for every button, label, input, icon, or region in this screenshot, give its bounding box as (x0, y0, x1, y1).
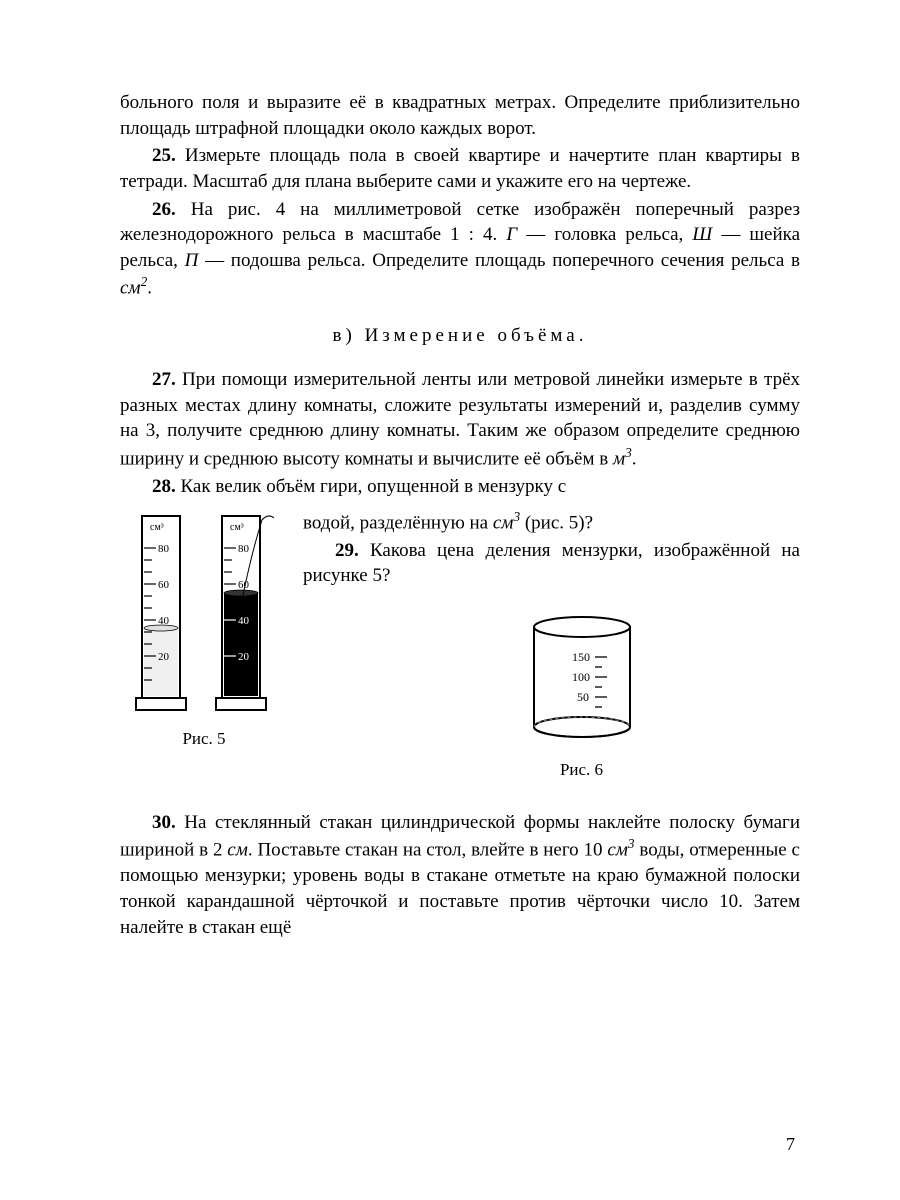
svg-text:см³: см³ (230, 522, 244, 533)
problem-26: 26. На рис. 4 на миллиметровой сетке изо… (120, 197, 800, 302)
svg-text:60: 60 (238, 579, 250, 591)
figures-region: см³ 80 60 40 20 (120, 508, 800, 782)
svg-text:100: 100 (572, 670, 590, 684)
svg-text:50: 50 (577, 690, 589, 704)
paragraph-continuation: больного поля и выразите её в квадратных… (120, 90, 800, 141)
figure-5-group: см³ 80 60 40 20 (130, 508, 278, 751)
problem-29: 29. Какова цена деления мензурки, изобра… (303, 538, 800, 589)
cylinder-2-icon: см³ 80 60 40 20 (210, 508, 278, 718)
beaker-icon: 150 100 50 (517, 609, 647, 749)
svg-text:см³: см³ (150, 522, 164, 533)
svg-text:80: 80 (238, 543, 250, 555)
svg-text:40: 40 (238, 615, 250, 627)
figure-5-caption: Рис. 5 (182, 728, 225, 751)
page-content: больного поля и выразите её в квадратных… (0, 0, 900, 982)
problem-25: 25. Измерьте площадь пола в своей кварти… (120, 143, 800, 194)
svg-text:80: 80 (158, 543, 170, 555)
page-number: 7 (786, 1134, 795, 1155)
svg-text:60: 60 (158, 579, 170, 591)
svg-text:150: 150 (572, 650, 590, 664)
problem-30: 30. На стеклянный стакан цилиндрической … (120, 810, 800, 941)
section-heading: в) Измерение объёма. (120, 323, 800, 349)
svg-text:20: 20 (158, 651, 170, 663)
problem-28-start: 28. Как велик объём гири, опущенной в ме… (120, 474, 800, 500)
problem-27: 27. При помощи измерительной ленты или м… (120, 367, 800, 472)
svg-text:40: 40 (158, 615, 170, 627)
svg-text:20: 20 (238, 651, 250, 663)
cylinder-1-icon: см³ 80 60 40 20 (130, 508, 192, 718)
problem-28-end: водой, разделённую на см3 (рис. 5)? (303, 508, 800, 536)
figure-6-group: 150 100 50 Рис. 6 (363, 609, 800, 782)
figure-6-caption: Рис. 6 (560, 759, 603, 782)
